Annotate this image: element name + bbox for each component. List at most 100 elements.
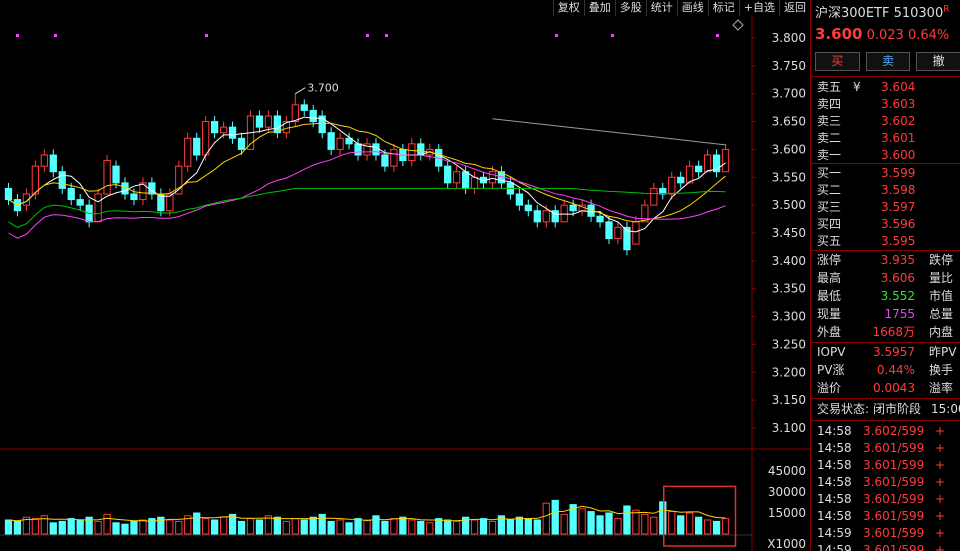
- buy-button[interactable]: 买: [815, 52, 860, 71]
- toolbar-mark-button[interactable]: 标记: [707, 0, 739, 16]
- candle-down: [309, 109, 317, 123]
- diamond-icon: [732, 19, 744, 31]
- tick-side: +: [935, 492, 946, 506]
- toolbar-draw-line-button[interactable]: 画线: [676, 0, 708, 16]
- volume-bar: [4, 519, 13, 535]
- toolbar-restore-rights-button[interactable]: 复权: [552, 0, 584, 16]
- candle-up: [452, 171, 461, 184]
- bid-row[interactable]: 买四 3.596: [811, 215, 960, 233]
- toolbar-add-watchlist-button[interactable]: +自选: [738, 0, 779, 16]
- ask-row[interactable]: 卖三 3.602: [811, 112, 960, 130]
- candle-down: [58, 171, 66, 189]
- volume-bar: [372, 515, 380, 535]
- stat-value: 1755: [884, 307, 915, 321]
- volume-bar: [193, 512, 201, 535]
- candle-up: [408, 143, 416, 162]
- candle-up: [103, 160, 111, 195]
- toolbar-multi-stock-button[interactable]: 多股: [614, 0, 646, 16]
- candle-down: [255, 115, 264, 128]
- security-name: 沪深300ETF: [815, 6, 890, 21]
- toolbar-overlay-button[interactable]: 叠加: [583, 0, 615, 16]
- price-axis-label: 3.700: [772, 87, 806, 101]
- stat-label: 外盘: [817, 325, 842, 339]
- bid-price: 3.597: [881, 200, 916, 214]
- price-axis-label: 3.600: [772, 142, 806, 156]
- candle-up: [560, 204, 568, 223]
- stat-label-secondary: 量比: [929, 271, 954, 285]
- stat-label: 涨停: [817, 253, 842, 267]
- volume-bar: [345, 522, 353, 535]
- tick-trade: 3.601/599: [863, 509, 925, 523]
- candle-down: [193, 137, 201, 156]
- candle-down: [596, 215, 604, 223]
- candle-down: [237, 137, 246, 150]
- volume-bar: [94, 520, 102, 535]
- candle-down: [4, 187, 13, 201]
- ask-price: 3.604: [881, 80, 916, 94]
- stat-row: 最低 3.552 市值: [811, 287, 960, 305]
- sell-button[interactable]: 卖: [865, 52, 911, 71]
- stat-row: 涨停 3.935 跌停: [811, 251, 960, 269]
- ask-row[interactable]: 卖一 3.600: [811, 146, 960, 164]
- volume-bar: [264, 515, 273, 535]
- volume-bar: [596, 515, 604, 535]
- toolbar-back-button[interactable]: 返回: [779, 0, 810, 16]
- volume-bar: [67, 518, 75, 535]
- volume-bar: [85, 516, 93, 535]
- iopv-label: 溢价: [817, 381, 842, 395]
- bid-row[interactable]: 买五 3.595: [811, 232, 960, 250]
- volume-bar: [31, 518, 40, 535]
- volume-bar: [479, 518, 488, 535]
- volume-bar: [273, 516, 282, 535]
- volume-bar: [551, 499, 559, 535]
- price-axis-label: 3.500: [772, 198, 806, 212]
- volume-bar: [426, 522, 434, 535]
- tick-row: 14:58 3.602/599 +: [811, 422, 960, 440]
- tick-trade: 3.601/599: [863, 475, 925, 489]
- candle-up: [703, 154, 712, 173]
- volume-bar: [668, 511, 676, 535]
- toolbar-statistics-button[interactable]: 统计: [645, 0, 677, 16]
- volume-axis-label: 30000: [768, 485, 806, 499]
- bid-row[interactable]: 买一 3.599: [811, 164, 960, 182]
- ma20-line: [8, 151, 726, 239]
- ma-long-line: [492, 118, 726, 146]
- volume-bar: [13, 520, 22, 535]
- ask-row[interactable]: 卖二 3.601: [811, 129, 960, 147]
- candle-up: [641, 204, 649, 223]
- price-summary: 3.600 0.023 0.64%: [815, 25, 949, 43]
- tick-time: 14:58: [817, 492, 852, 506]
- separator: [811, 342, 960, 343]
- volume-bar: [587, 511, 595, 535]
- tick-row: 14:58 3.601/599 +: [811, 456, 960, 474]
- candlestick-chart[interactable]: 3.800 3.750 3.700 3.650 3.600 3.550 3.500 3.450…: [0, 16, 810, 551]
- candle-up: [184, 137, 192, 167]
- ask-label: 卖五: [817, 80, 842, 94]
- candle-up: [668, 176, 676, 195]
- candle-down: [551, 210, 559, 223]
- iopv-row: 溢价 0.0043 溢率: [811, 379, 960, 397]
- bid-price: 3.596: [881, 217, 916, 231]
- ask-row[interactable]: 卖四 3.603: [811, 95, 960, 113]
- tick-side: +: [935, 475, 946, 489]
- volume-bar: [623, 505, 631, 535]
- bid-row[interactable]: 买三 3.597: [811, 198, 960, 216]
- iopv-value: 0.0043: [873, 381, 915, 395]
- stat-label-secondary: 市值: [929, 289, 954, 303]
- candle-up: [542, 210, 550, 223]
- candle-down: [417, 143, 425, 156]
- candle-up: [40, 154, 48, 167]
- trading-status-value: 闭市阶段: [873, 402, 922, 416]
- cancel-order-button[interactable]: 撤: [916, 52, 960, 71]
- volume-bar: [228, 513, 237, 535]
- stat-value: 3.606: [880, 271, 915, 285]
- tick-time: 14:58: [817, 424, 852, 438]
- bid-row[interactable]: 买二 3.598: [811, 181, 960, 199]
- marker-dot: [16, 34, 19, 37]
- tick-trade: 3.601/599: [863, 458, 925, 472]
- candle-up: [488, 171, 497, 184]
- candle-down: [354, 143, 362, 156]
- ask-row[interactable]: 卖五 ¥3.604: [811, 78, 960, 96]
- tick-trade: 3.601/599: [863, 526, 925, 540]
